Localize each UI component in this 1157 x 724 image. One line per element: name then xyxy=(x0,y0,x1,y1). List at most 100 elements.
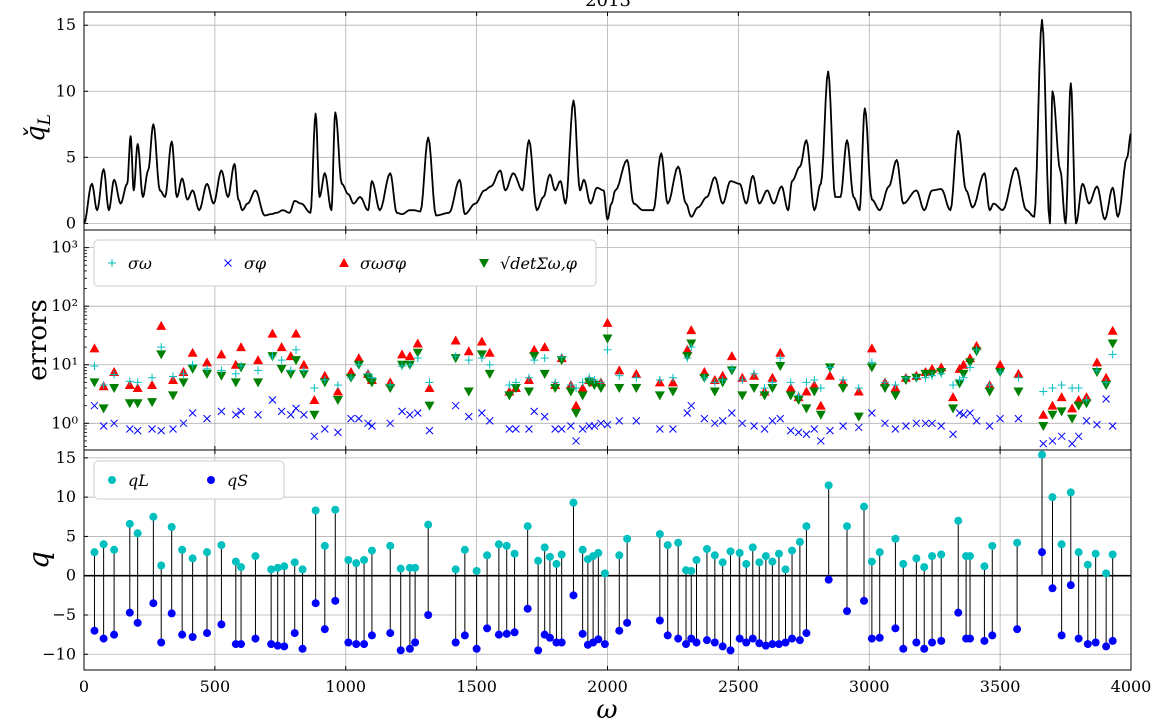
point-sigma-phi-86 xyxy=(985,422,994,430)
point-sigma-omega-sigma-phi-16 xyxy=(276,342,287,352)
point-sigma-phi-53-b xyxy=(669,425,677,433)
panel1-y-tick-label-0: 0 xyxy=(66,213,76,232)
point-sqrt-det-sigma-41 xyxy=(550,384,561,394)
point-sigma-omega-39 xyxy=(530,356,539,365)
point-sigma-omega-sigma-phi-6 xyxy=(156,320,167,330)
point-qS-45 xyxy=(569,591,578,600)
point-qS-99 xyxy=(1108,636,1117,645)
point-sigma-phi-20-b xyxy=(310,432,319,441)
point-sigma-omega-sigma-phi-30 xyxy=(412,338,423,348)
point-sigma-phi-19 xyxy=(300,410,308,419)
point-qL-85 xyxy=(954,516,963,525)
point-qL-63 xyxy=(735,548,744,557)
point-sigma-omega-93 xyxy=(1074,384,1083,393)
point-sigma-phi-7 xyxy=(169,425,177,433)
point-sqrt-det-sigma-91 xyxy=(1056,407,1067,417)
point-sigma-omega-94 xyxy=(1082,395,1091,404)
point-qS-58 xyxy=(692,638,701,647)
point-sigma-omega-12 xyxy=(231,369,240,378)
point-sigma-omega-sigma-phi-67 xyxy=(801,386,812,396)
point-sigma-omega-45 xyxy=(578,378,587,387)
panel2-y-tick-label-2: 10² xyxy=(51,296,78,315)
point-sigma-omega-74 xyxy=(880,378,889,387)
point-qL-52 xyxy=(623,534,632,543)
x-tick-label-3: 1500 xyxy=(456,677,497,696)
point-qL-82 xyxy=(920,563,929,572)
point-sigma-omega-78 xyxy=(921,373,930,382)
point-sigma-omega-24 xyxy=(354,360,363,369)
point-qS-39 xyxy=(523,604,532,613)
point-sigma-omega-56 xyxy=(700,373,709,382)
point-sigma-phi-76 xyxy=(902,422,910,430)
point-qS-52 xyxy=(623,618,632,627)
point-sqrt-det-sigma-57 xyxy=(709,387,720,397)
point-qL-39 xyxy=(523,522,532,531)
point-sigma-phi-33 xyxy=(464,412,473,421)
point-sigma-phi-60 xyxy=(738,419,747,428)
point-sigma-phi-10 xyxy=(203,414,211,423)
point-sigma-phi-72 xyxy=(854,423,863,432)
point-sigma-omega-96 xyxy=(1102,378,1111,387)
point-sigma-omega-sigma-phi-32 xyxy=(450,335,461,345)
point-sigma-phi-50-b xyxy=(615,417,624,425)
point-sigma-phi-81 xyxy=(949,430,957,439)
point-sigma-omega-sigma-phi-9 xyxy=(187,347,198,357)
point-sigma-omega-84 xyxy=(966,363,975,372)
point-qL-33 xyxy=(460,545,469,554)
point-sigma-phi-67 xyxy=(802,430,811,439)
point-sigma-omega-46 xyxy=(585,373,594,382)
point-sigma-phi-2 xyxy=(110,419,118,428)
point-qL-79 xyxy=(891,534,900,543)
legend-label-0: σω xyxy=(128,254,152,273)
point-qL-77 xyxy=(867,557,876,566)
point-qL-7 xyxy=(167,523,176,531)
point-sigma-omega-91 xyxy=(1057,381,1066,390)
point-sigma-phi-81-b xyxy=(949,430,957,439)
point-sigma-omega-sigma-phi-83 xyxy=(958,359,969,369)
point-qL-73 xyxy=(802,522,811,531)
point-sigma-omega-sigma-phi-64 xyxy=(775,347,786,357)
point-sqrt-det-sigma-33 xyxy=(463,387,474,397)
point-sigma-phi-86-b xyxy=(985,422,994,430)
legend-q-frame xyxy=(93,460,285,500)
point-sqrt-det-sigma-93 xyxy=(1073,401,1084,411)
point-sigma-omega-30 xyxy=(413,354,422,363)
point-sigma-omega-2 xyxy=(110,370,119,379)
point-qL-19 xyxy=(298,565,307,574)
legend-q-marker-0 xyxy=(108,476,116,484)
point-sigma-phi-61-b xyxy=(750,422,758,430)
point-sigma-omega-19 xyxy=(299,366,308,375)
point-sigma-phi-33-b xyxy=(464,412,473,421)
point-qL-41 xyxy=(540,543,549,552)
point-sigma-phi-37-b xyxy=(512,425,520,433)
point-qS-68 xyxy=(768,640,777,649)
point-sigma-omega-sigma-phi-0 xyxy=(89,343,100,353)
point-qS-9 xyxy=(188,633,197,641)
panel1-y-tick-label-3: 15 xyxy=(56,15,76,34)
point-qS-51 xyxy=(615,626,624,635)
point-sigma-omega-81 xyxy=(949,381,958,390)
point-qL-75 xyxy=(843,522,852,531)
point-sigma-omega-13 xyxy=(237,362,246,371)
point-qL-74 xyxy=(824,481,833,490)
panel2-y-tick-label-0: 10⁰ xyxy=(51,413,78,432)
series-qL-check-line xyxy=(83,19,1132,225)
point-sigma-phi-9 xyxy=(188,409,197,417)
point-qS-60 xyxy=(710,638,719,647)
point-qL-64 xyxy=(742,559,751,568)
point-sigma-omega-sigma-phi-14 xyxy=(253,355,264,365)
point-sigma-phi-35 xyxy=(485,417,494,425)
panel-qL-check: 0 5 10 15 xyxy=(56,11,1132,232)
point-sigma-phi-87 xyxy=(996,414,1004,423)
point-sigma-phi-8-b xyxy=(179,419,188,428)
point-sigma-omega-42 xyxy=(557,353,566,362)
point-qS-30 xyxy=(411,638,420,647)
point-qS-38 xyxy=(510,628,519,637)
point-sigma-phi-96 xyxy=(1102,395,1110,403)
point-sigma-omega-95 xyxy=(1092,366,1101,375)
point-sqrt-det-sigma-2 xyxy=(109,384,120,394)
point-sqrt-det-sigma-1 xyxy=(98,404,109,414)
point-sigma-omega-sigma-phi-54 xyxy=(682,344,693,354)
point-sigma-omega-sigma-phi-22 xyxy=(332,386,343,396)
point-sigma-phi-48 xyxy=(597,419,605,428)
